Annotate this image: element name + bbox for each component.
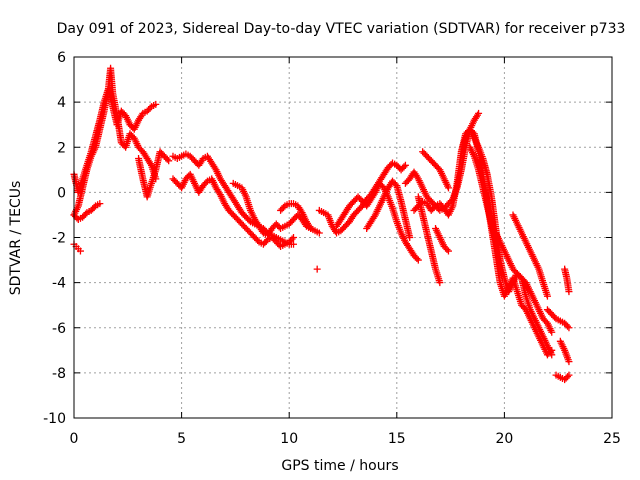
data-point: [313, 265, 321, 273]
x-tick-label: 20: [495, 431, 513, 447]
x-axis-label: GPS time / hours: [281, 458, 398, 474]
data-point: [436, 279, 444, 287]
data-point: [548, 328, 556, 336]
y-tick-label: 0: [57, 185, 66, 201]
plot-frame: [73, 56, 613, 419]
y-tick-label: 6: [57, 50, 66, 66]
x-ticks: 0 5 10 15 20 25: [70, 57, 621, 447]
y-tick-label: 4: [57, 95, 66, 111]
data-point: [245, 216, 253, 224]
x-tick-label: 0: [70, 431, 79, 447]
series-track-h: [229, 179, 323, 239]
data-point: [290, 234, 298, 241]
data-point: [430, 203, 438, 211]
data-point: [401, 161, 409, 169]
series-track-g: [169, 170, 298, 251]
series-track-r: [432, 224, 452, 255]
data-point: [315, 229, 323, 237]
data-point: [90, 203, 98, 211]
y-tick-label: -4: [52, 276, 66, 292]
data-point: [551, 313, 559, 321]
data-point: [414, 256, 422, 264]
series-track-p: [414, 193, 444, 287]
data-point: [565, 371, 573, 379]
series-track-x: [556, 337, 573, 366]
data-point: [290, 240, 298, 248]
data-point: [163, 155, 171, 163]
series-track-d: [70, 240, 84, 255]
series-track-w: [543, 306, 573, 332]
y-tick-label: 2: [57, 140, 66, 156]
data-point: [96, 200, 104, 208]
series-track-y: [552, 371, 573, 384]
y-tick-label: -8: [52, 366, 66, 382]
y-tick-label: -2: [52, 231, 66, 247]
data-point: [307, 224, 315, 232]
data-point: [262, 237, 270, 245]
y-ticks: -10 -8 -6 -4 -2 0 2 4 6: [43, 50, 612, 427]
data-point: [444, 184, 452, 192]
chart-title: Day 091 of 2023, Sidereal Day-to-day VTE…: [57, 21, 626, 37]
data-point: [564, 373, 572, 381]
series-track-m: [363, 177, 414, 241]
data-point: [288, 235, 296, 243]
data-point: [564, 322, 572, 330]
series-track-e: [135, 148, 173, 201]
y-tick-label: -6: [52, 321, 66, 337]
series-track-z: [561, 265, 573, 296]
data-point: [565, 358, 573, 366]
data-points: [70, 64, 573, 384]
data-point: [475, 109, 483, 117]
data-point: [165, 157, 173, 165]
data-point: [81, 210, 89, 218]
x-tick-label: 10: [280, 431, 298, 447]
y-axis-label: SDTVAR / TECUs: [8, 181, 24, 296]
series-track-b: [70, 64, 160, 219]
data-point: [76, 247, 84, 255]
data-point: [152, 100, 160, 108]
series-track-v: [509, 211, 551, 300]
data-point: [279, 203, 287, 211]
series-track-n: [401, 109, 483, 214]
data-point: [444, 247, 452, 255]
series-track-t: [466, 143, 556, 359]
data-point: [254, 237, 262, 245]
data-point: [202, 179, 210, 187]
data-point: [543, 292, 551, 300]
series-track-q: [419, 148, 452, 192]
data-point: [548, 351, 556, 359]
series-track-f: [169, 150, 298, 248]
y-tick-label: -10: [43, 411, 66, 427]
data-point: [400, 163, 408, 171]
series-track-i: [277, 200, 315, 232]
data-point: [565, 288, 573, 296]
x-tick-label: 5: [177, 431, 186, 447]
x-tick-label: 15: [388, 431, 406, 447]
data-point: [565, 324, 573, 332]
x-tick-label: 25: [603, 431, 621, 447]
data-point: [146, 104, 154, 112]
data-point: [443, 246, 451, 254]
data-point: [406, 234, 414, 241]
series-track-j: [313, 265, 321, 273]
series-track-u: [492, 229, 556, 336]
data-point: [413, 255, 421, 263]
grid-lines: [74, 57, 612, 418]
